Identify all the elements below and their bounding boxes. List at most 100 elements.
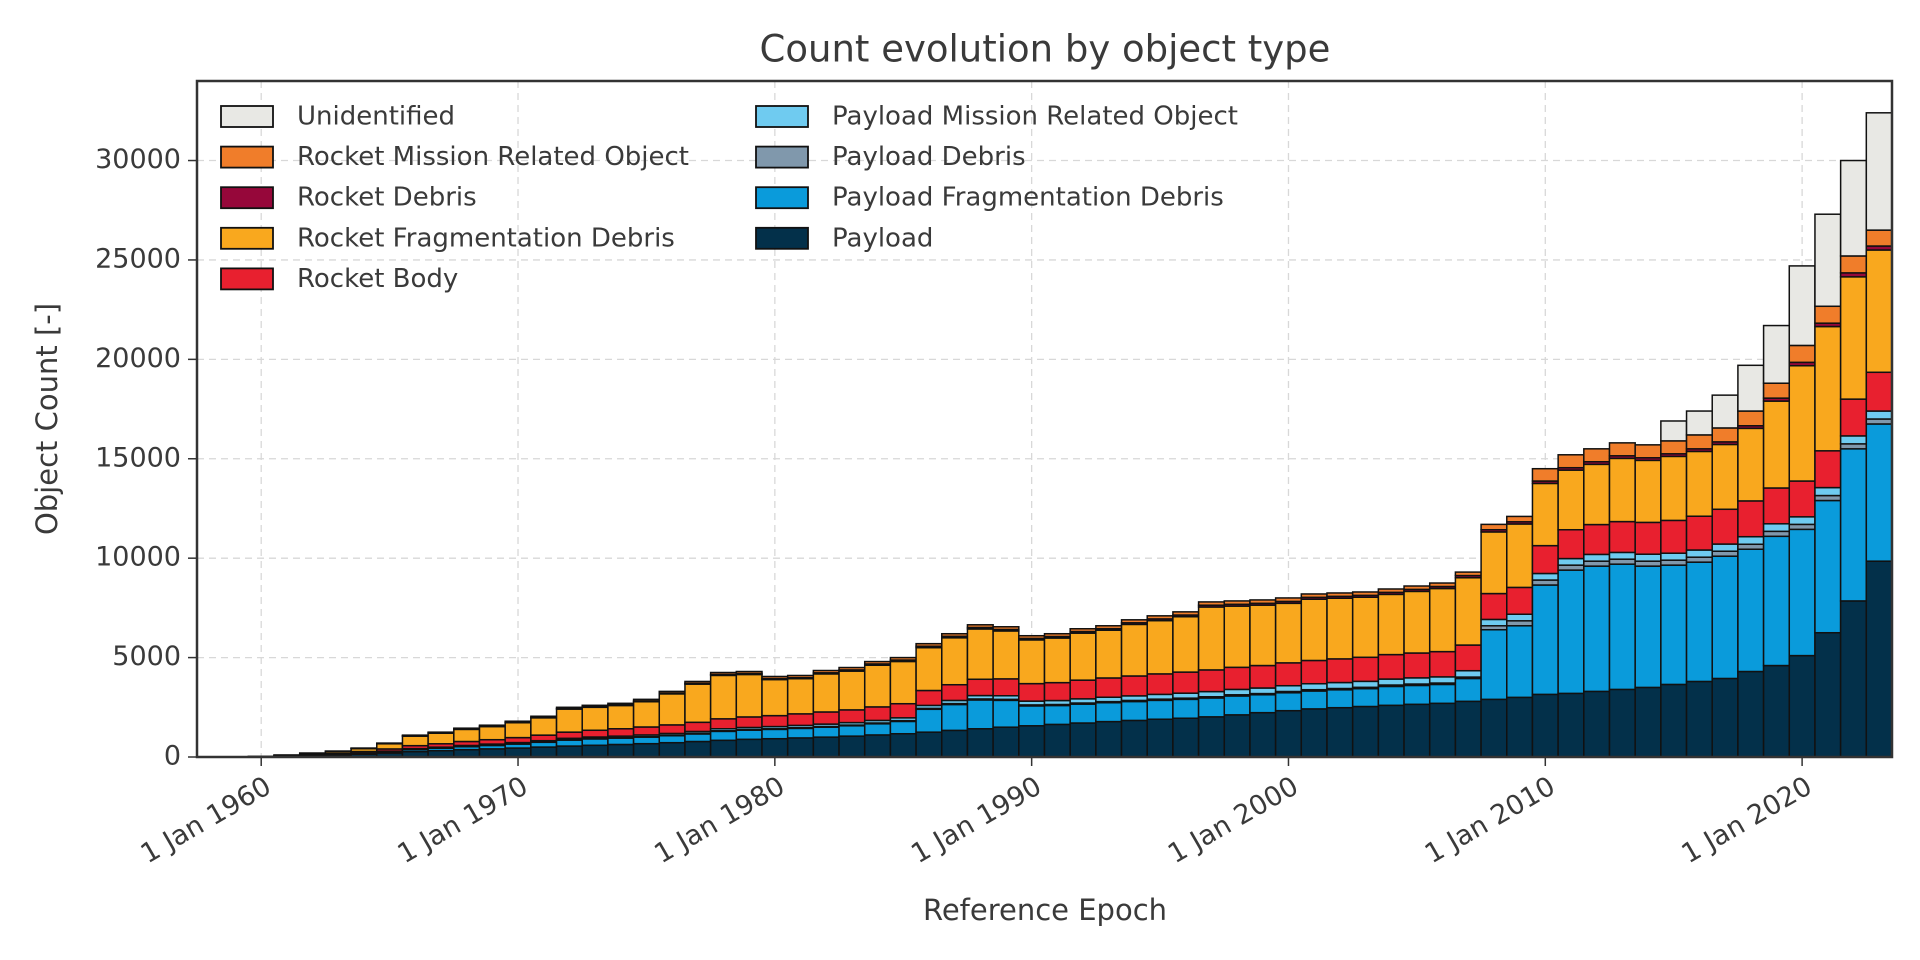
bar-segment: [1506, 515, 1534, 523]
bar-segment: [1249, 711, 1277, 758]
bar-segment: [1274, 602, 1303, 664]
bar-segment: [1095, 625, 1123, 630]
bar-segment: [581, 704, 609, 708]
bar-segment: [1814, 325, 1842, 452]
bar-segment: [1506, 523, 1534, 589]
bar-segment: [632, 700, 661, 728]
legend-swatch: [220, 145, 274, 169]
bar-segment: [684, 740, 712, 758]
bar-segment: [1737, 410, 1765, 427]
bar-segment: [1531, 544, 1559, 575]
y-tick-label: 0: [164, 741, 181, 772]
bar-segment: [1557, 454, 1585, 469]
bar-segment: [1531, 584, 1559, 696]
bar-segment: [786, 677, 815, 715]
bar-segment: [1300, 598, 1328, 662]
bar-segment: [1608, 520, 1636, 554]
bar-segment: [1043, 704, 1071, 726]
bar-segment: [1095, 720, 1123, 758]
bar-segment: [966, 624, 994, 629]
chart-title: Count evolution by object type: [760, 28, 1331, 71]
bar-segment: [1197, 601, 1226, 606]
bar-segment: [1300, 593, 1328, 599]
bar-segment: [761, 737, 789, 758]
bar-segment: [941, 703, 969, 732]
bar-segment: [1428, 702, 1457, 758]
bar-segment: [478, 724, 506, 727]
bar-segment: [1197, 690, 1226, 698]
bar-segment: [735, 670, 763, 675]
bar-segment: [915, 646, 943, 692]
bar-segment: [1043, 681, 1071, 702]
bar-segment: [1223, 714, 1251, 758]
bar-segment: [1506, 586, 1534, 615]
legend-label: Rocket Mission Related Object: [297, 142, 689, 172]
x-tick-label: 1 Jan 2020: [1677, 771, 1818, 870]
bar-segment: [1660, 440, 1688, 455]
bar-segment: [607, 737, 635, 746]
bar-segment: [1660, 564, 1688, 686]
bar-segment: [735, 729, 763, 741]
bar-segment: [1069, 679, 1097, 700]
bar-segment: [1634, 459, 1662, 524]
bar-segment: [761, 678, 789, 717]
bar-segment: [1377, 685, 1405, 707]
bar-segment: [1531, 482, 1559, 547]
bar-segment: [889, 702, 917, 719]
bar-segment: [1531, 467, 1559, 482]
y-tick-label: 20000: [95, 343, 181, 374]
bar-segment: [1043, 637, 1071, 684]
bar-segment: [966, 628, 994, 681]
bar-segment: [1249, 599, 1277, 605]
bar-segment: [555, 706, 583, 710]
bar-segment: [401, 734, 429, 737]
bar-segment: [607, 743, 635, 758]
x-tick-label: 1 Jan 2000: [1163, 771, 1304, 870]
bar-segment: [1326, 681, 1354, 690]
bar-segment: [1351, 705, 1380, 758]
legend-swatch: [755, 186, 809, 210]
bar-segment: [1095, 701, 1123, 723]
bar-segment: [1557, 692, 1585, 758]
bar-segment: [709, 671, 738, 676]
bar-segment: [1172, 717, 1200, 758]
bar-segment: [1018, 634, 1046, 640]
bar-segment: [1583, 463, 1611, 526]
bar-segment: [1814, 631, 1842, 758]
bar-segment: [1685, 450, 1713, 517]
bar-segment: [401, 735, 429, 747]
bar-segment: [992, 699, 1020, 728]
bar-segment: [1788, 654, 1816, 758]
bar-segment: [1608, 688, 1636, 758]
bar-segment: [1506, 613, 1534, 622]
bar-segment: [1274, 692, 1303, 712]
bar-segment: [1428, 676, 1457, 684]
bar-segment: [1685, 410, 1713, 436]
bar-segment: [1146, 619, 1174, 675]
bar-segment: [1069, 632, 1097, 681]
legend-label: Payload: [832, 223, 933, 253]
bar-segment: [658, 693, 686, 726]
legend-label: Rocket Fragmentation Debris: [297, 223, 675, 253]
bar-segment: [1839, 600, 1868, 758]
bar-segment: [838, 709, 866, 724]
bar-segment: [1634, 521, 1662, 555]
bar-segment: [1839, 448, 1868, 602]
bar-segment: [1711, 677, 1739, 758]
bar-segment: [1865, 112, 1893, 231]
y-tick-label: 10000: [95, 542, 181, 573]
bar-segment: [1351, 656, 1380, 683]
bar-segment: [812, 711, 840, 725]
bar-segment: [1608, 563, 1636, 691]
bar-segment: [1634, 565, 1662, 689]
bar-segment: [658, 724, 686, 735]
bar-segment: [658, 690, 686, 694]
bar-segment: [1172, 698, 1200, 719]
bar-segment: [1608, 551, 1636, 560]
bar-segment: [1865, 371, 1893, 412]
bar-segment: [1737, 535, 1765, 546]
bar-segment: [1300, 708, 1328, 758]
bar-segment: [1711, 555, 1739, 680]
